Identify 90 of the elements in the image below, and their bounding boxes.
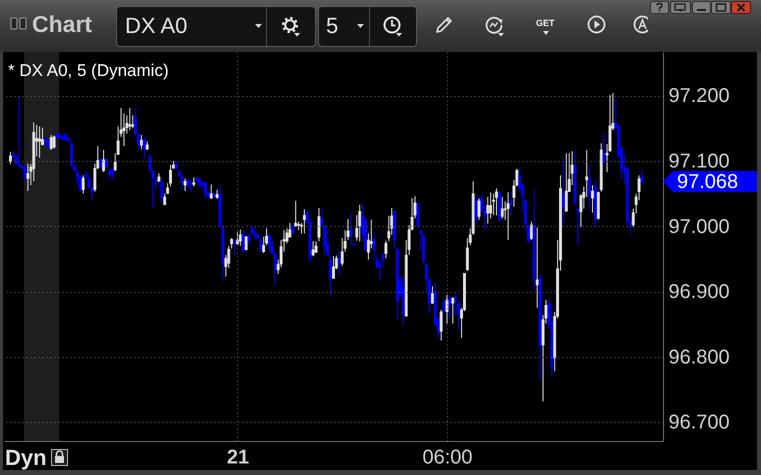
candlestick: [588, 164, 592, 210]
candlestick: [466, 238, 469, 272]
y-tick-label: 96.800: [668, 346, 730, 368]
candlestick: [102, 149, 106, 173]
text: 97.068: [677, 171, 738, 194]
candlestick: [52, 135, 56, 150]
candlestick: [358, 204, 362, 242]
y-tick-label: 96.900: [668, 281, 730, 304]
candlestick: [142, 138, 146, 159]
candlestick: [192, 176, 196, 187]
x-tick-label: 06:00: [422, 446, 473, 468]
candlestick: [38, 126, 42, 158]
candlestick: [110, 168, 114, 180]
candlestick: [495, 188, 498, 216]
candlestick: [268, 234, 271, 252]
candlestick: [312, 240, 315, 257]
candlestick: [44, 136, 47, 148]
candlestick: [451, 296, 454, 324]
candlestick: [591, 184, 594, 214]
text: * DX A0, 5 (Dynamic): [8, 61, 169, 80]
candlestick: [564, 152, 568, 212]
candlestick: [506, 192, 510, 240]
candlestick: [18, 96, 21, 168]
candlestick: [108, 168, 111, 180]
candlestick: [82, 174, 85, 194]
candlestick: [204, 181, 207, 199]
text: 5: [326, 13, 338, 38]
candlestick: [448, 294, 452, 319]
text: DX A0: [125, 13, 188, 38]
candlestick: [244, 236, 248, 251]
candlestick: [350, 212, 352, 246]
candlestick: [318, 207, 320, 242]
candlestick: [500, 196, 504, 219]
candlestick: [291, 224, 294, 236]
candlestick: [140, 134, 143, 150]
candlestick: [440, 309, 443, 341]
y-tick-label: 96.700: [668, 412, 730, 434]
candlestick: [314, 240, 318, 254]
candlestick: [262, 236, 266, 254]
text: GET: [536, 18, 555, 28]
candlestick: [576, 208, 580, 246]
candlestick: [332, 256, 335, 279]
text: Dyn: [5, 445, 47, 470]
candlestick: [242, 230, 245, 252]
text: Chart: [32, 11, 92, 37]
candlestick: [530, 221, 533, 240]
candlestick: [338, 248, 341, 276]
candlestick: [253, 226, 256, 240]
candlestick: [340, 238, 344, 267]
candlestick: [416, 202, 420, 229]
candlestick: [527, 224, 530, 244]
candlestick: [236, 230, 239, 246]
candlestick: [186, 178, 190, 190]
candlestick: [233, 239, 236, 256]
y-tick-label: 97.200: [668, 85, 730, 108]
candlestick: [24, 163, 26, 180]
x-tick-label: 21: [226, 446, 250, 468]
candlestick: [189, 179, 192, 192]
candlestick: [259, 238, 262, 252]
candlestick: [431, 286, 434, 304]
candlestick: [294, 200, 298, 228]
candlestick: [474, 193, 478, 226]
candlestick: [184, 178, 187, 192]
candlestick: [302, 208, 306, 234]
candlestick: [238, 229, 242, 246]
candlestick: [9, 151, 12, 165]
y-tick-label: 97.000: [668, 216, 730, 238]
candlestick: [169, 164, 172, 187]
y-tick-label: 97.100: [668, 150, 730, 172]
candlestick: [26, 163, 30, 192]
candlestick: [180, 174, 184, 190]
candlestick: [70, 140, 74, 168]
candlestick: [562, 158, 565, 226]
candlestick: [216, 189, 219, 200]
candlestick: [640, 170, 644, 186]
candlestick: [210, 184, 213, 200]
candlestick: [478, 198, 480, 220]
candlestick: [384, 240, 388, 259]
candlestick: [442, 300, 446, 312]
candlestick: [230, 238, 234, 249]
candlestick: [50, 134, 53, 150]
candlestick: [486, 196, 490, 224]
candlestick: [510, 191, 512, 216]
candlestick: [489, 192, 492, 219]
candlestick: [160, 179, 164, 203]
candlestick: [198, 176, 202, 189]
candlestick: [536, 227, 539, 308]
candlestick: [638, 174, 641, 201]
candlestick: [446, 294, 448, 324]
candlestick: [602, 134, 606, 165]
